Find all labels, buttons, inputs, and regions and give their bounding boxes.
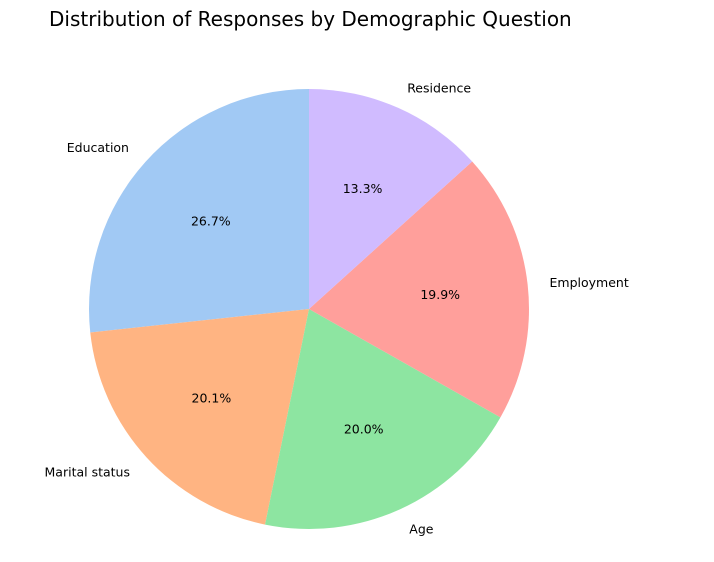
- pie-slice-marital-status: [90, 309, 310, 525]
- percent-labels-layer: 26.7% 20.1% 20.0% 19.9% 13.3%: [191, 181, 460, 437]
- pie-slice-age: [265, 309, 501, 530]
- percent-label: 19.9%: [420, 287, 460, 302]
- chart-title: Distribution of Responses by Demographic…: [49, 7, 572, 31]
- percent-label: 20.1%: [192, 390, 232, 405]
- slices-layer: [89, 89, 529, 530]
- pie-slice-residence: [309, 89, 473, 309]
- category-label: Residence: [407, 80, 471, 95]
- category-label: Education: [67, 140, 129, 155]
- pie-slice-education: [89, 89, 310, 333]
- category-labels-layer: Education Marital status Age Employment Resi…: [45, 80, 629, 536]
- category-label: Employment: [550, 275, 629, 290]
- category-label: Marital status: [45, 464, 130, 479]
- percent-label: 26.7%: [191, 213, 231, 228]
- percent-label: 13.3%: [343, 181, 383, 196]
- category-label: Age: [409, 522, 433, 537]
- percent-label: 20.0%: [344, 422, 384, 437]
- pie-slice-employment: [309, 161, 529, 418]
